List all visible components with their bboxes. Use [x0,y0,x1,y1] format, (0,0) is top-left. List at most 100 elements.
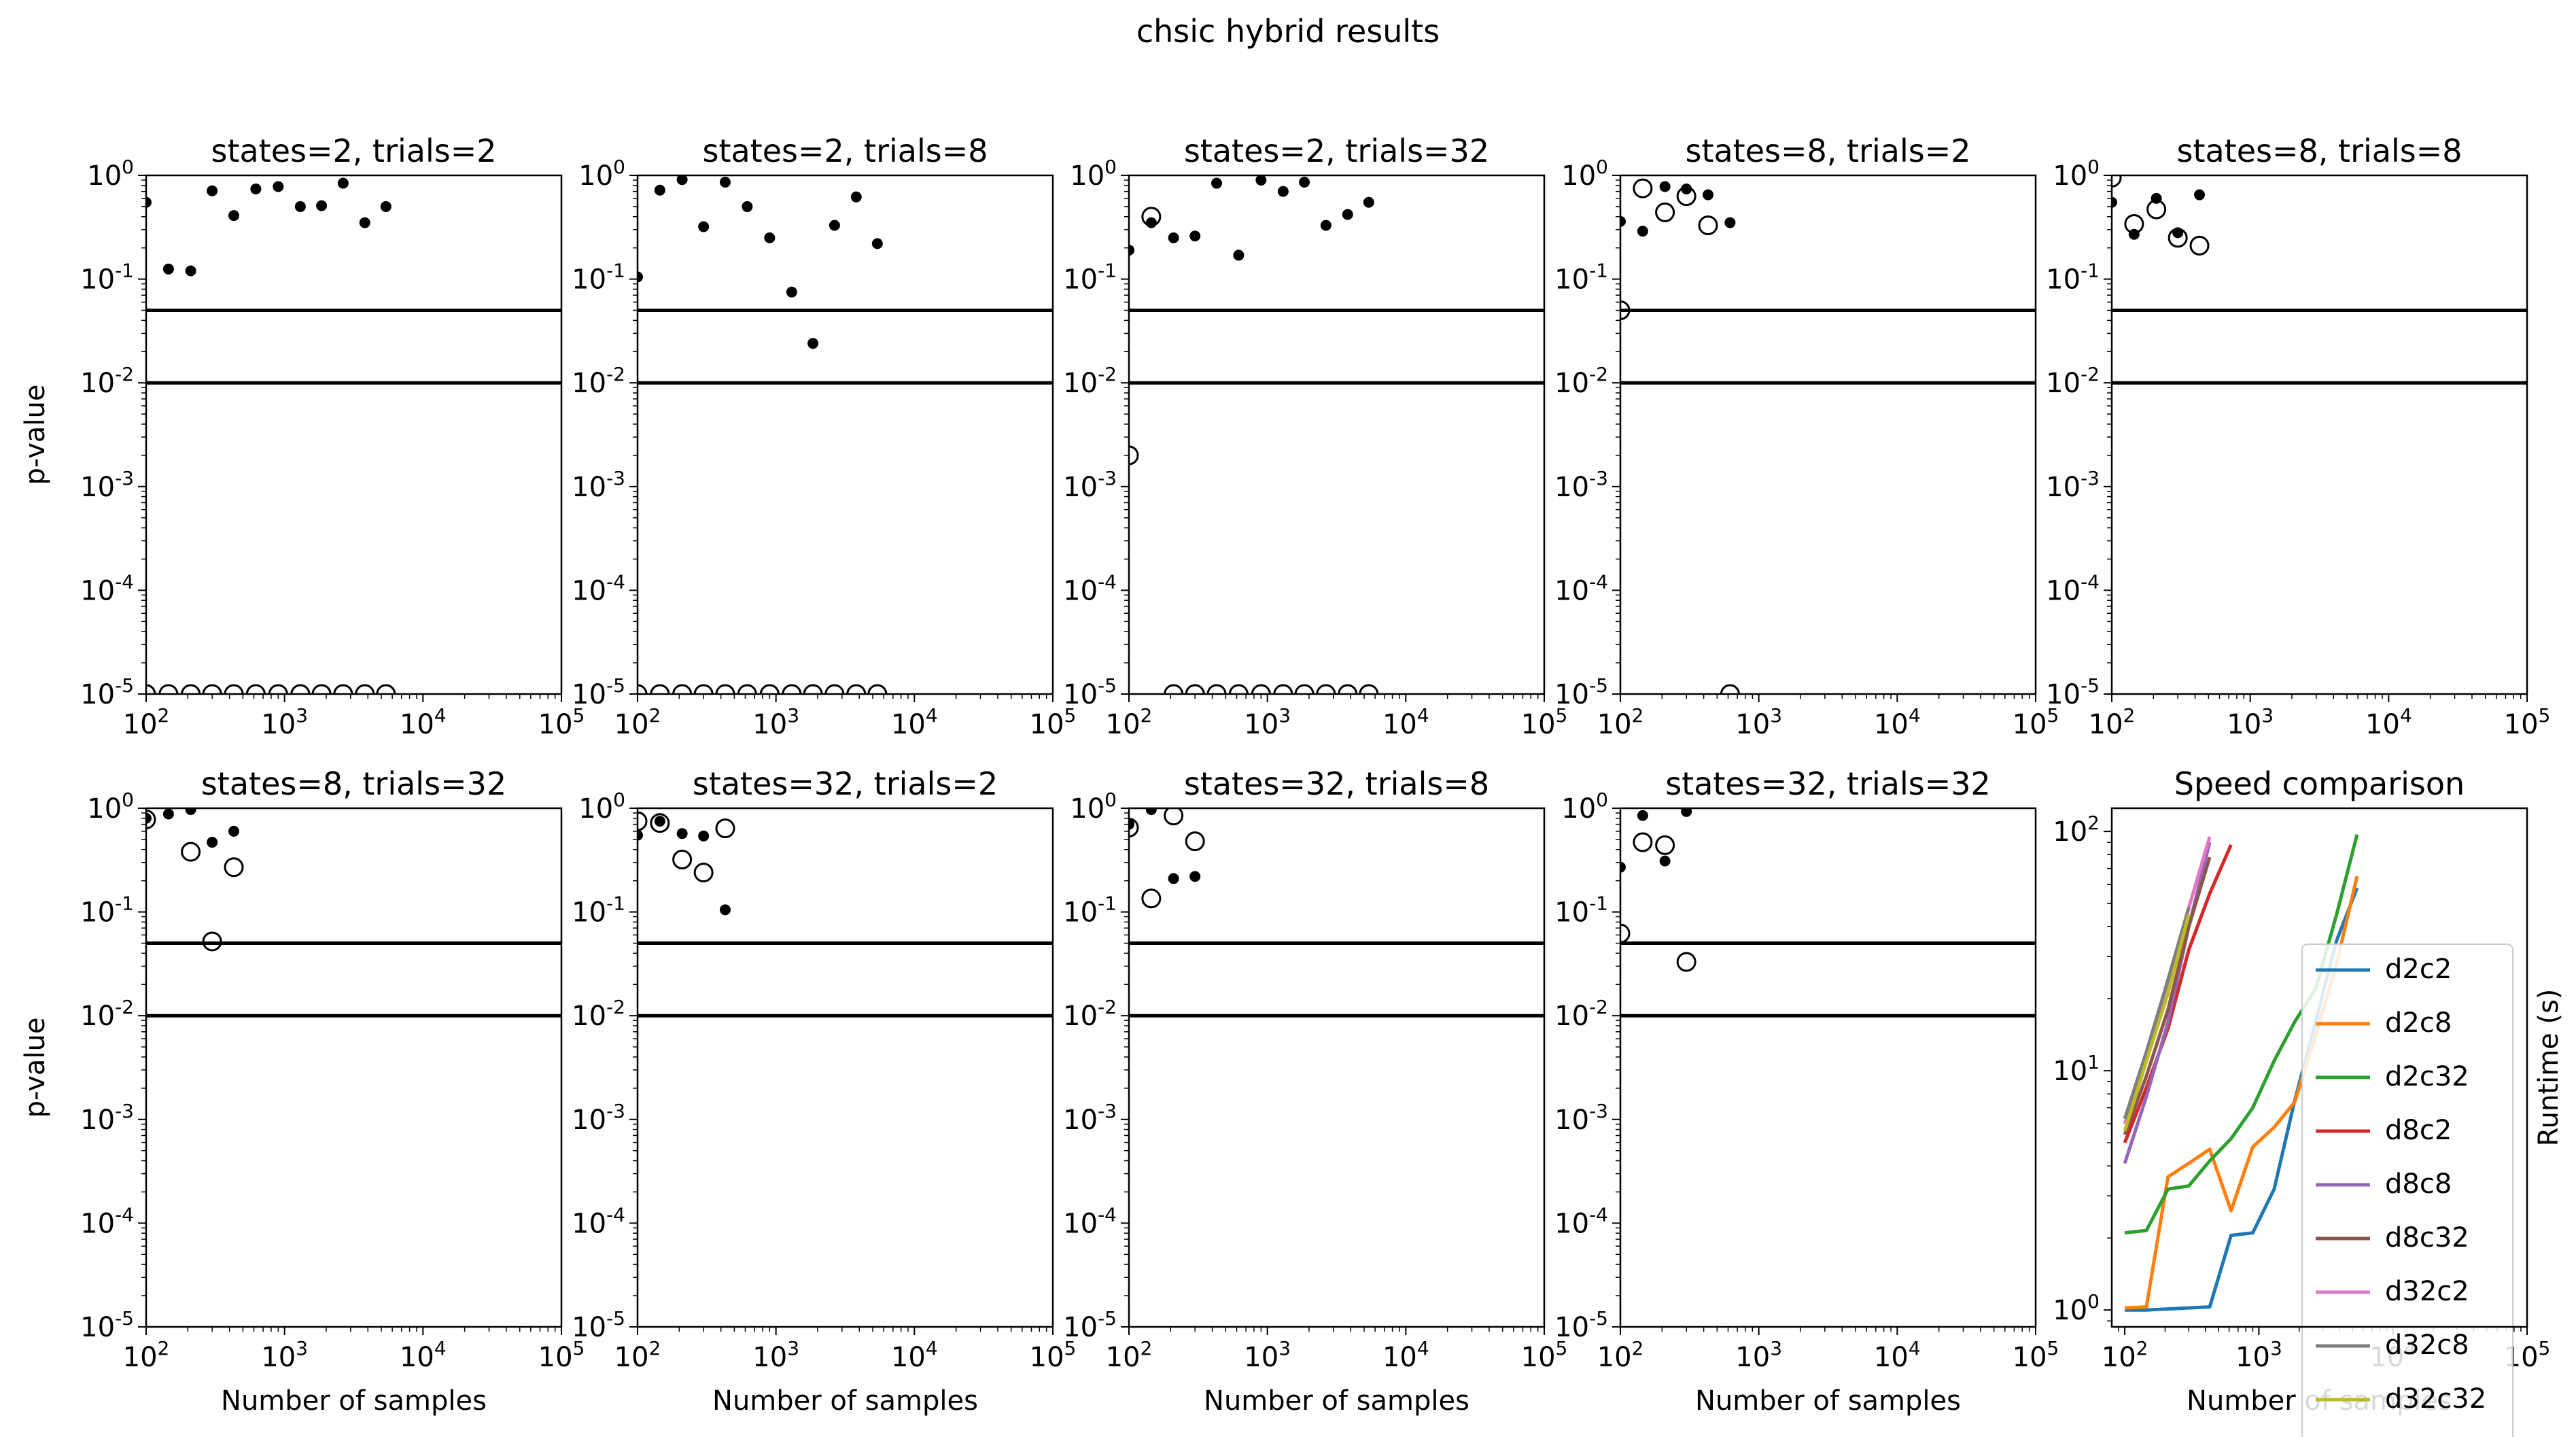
x-tick-label: 102 [1106,1337,1153,1373]
filled-point [1129,818,1134,830]
plot-area [1620,178,2036,694]
series-line-d32c32 [2123,914,2191,1132]
panel-1: states=2, trials=2 102 103 104 105 10-5 10-4 10… [20,133,585,740]
open-point [1129,818,1139,838]
y-tick-label: 10-1 [2046,260,2100,296]
y-tick-label: 100 [87,789,134,825]
open-point [355,684,375,694]
open-point [737,684,757,694]
panel-title: states=2, trials=8 [702,133,988,169]
open-point [715,818,735,839]
open-point [824,684,845,694]
filled-point [228,210,240,222]
open-point [803,684,823,694]
x-tick-label: 103 [1244,704,1291,740]
y-tick-label: 10-4 [1063,570,1117,606]
x-tick-label: 103 [261,704,308,740]
y-tick-label: 10-2 [1063,996,1117,1032]
legend-box [2301,943,2513,1437]
x-tick-label: 102 [614,1337,661,1373]
x-tick-label: 104 [2365,704,2412,740]
y-tick-label: 100 [578,156,625,192]
y-tick-label: 10-5 [1063,674,1117,710]
y-tick-label: 10-2 [80,363,134,399]
panel-5: states=8, trials=8 102 103 104 105 10-5 10-4 10… [2046,133,2550,740]
x-tick-label: 103 [2227,704,2274,740]
filled-point [1681,808,1692,817]
x-tick-label: 102 [123,704,170,740]
panel-8: states=32, trials=8 102 103 104 105 10-5 10-4 1… [1063,765,1567,1417]
x-tick-label: 102 [1106,704,1153,740]
panel-6: states=8, trials=32 102 103 104 105 10-5 10-4 1… [20,765,585,1417]
filled-point [146,812,152,824]
x-axis-label: Number of samples [712,1385,978,1417]
plot-area [1620,808,2036,1018]
x-tick-label: 103 [1735,1337,1782,1373]
filled-point [676,175,688,186]
open-point [1185,684,1205,694]
y-tick-label: 100 [87,156,134,192]
open-point [650,684,670,694]
open-point [1294,684,1315,694]
open-point [1228,684,1249,694]
x-tick-label: 105 [2013,704,2059,740]
y-tick-label: 10-3 [572,1100,625,1136]
open-point [1185,831,1205,852]
x-tick-label: 104 [891,704,938,740]
open-point [1676,186,1696,207]
x-axis-label: Number of samples [1695,1385,1961,1417]
filled-point [316,200,328,211]
open-point [782,684,802,694]
x-axis-label: Number of samples [1204,1385,1469,1417]
panel-10: Speed comparison102103104105100101102Num… [2053,765,2564,1437]
plot-area [638,811,1053,1018]
y-axis-label: p-value [20,1017,51,1118]
legend-label: d2c2 [2385,954,2452,985]
x-tick-label: 103 [752,704,799,740]
filled-point [1168,232,1179,243]
open-point [202,931,222,952]
filled-point [850,191,862,203]
filled-point [162,263,174,275]
x-tick-label: 105 [538,1337,585,1373]
open-point [1620,300,1631,321]
filled-point [228,825,240,837]
open-point [311,684,332,694]
open-point [224,684,244,694]
panel-7: states=32, trials=2 102 103 104 105 10-5 10-4 1… [572,765,1076,1417]
filled-point [1659,855,1671,867]
open-point [650,813,670,833]
y-tick-label: 10-3 [1554,467,1608,503]
open-point [1655,202,1675,222]
filled-point [720,904,731,916]
open-point [1164,684,1184,694]
plot-area [146,808,561,1018]
y-tick-label: 10-5 [80,1307,134,1343]
y-tick-label: 10-5 [572,1307,625,1343]
y-tick-label: 100 [2053,156,2100,192]
filled-point [1189,230,1201,242]
x-tick-label: 105 [538,704,585,740]
filled-point [1620,215,1626,227]
filled-point [807,338,819,349]
filled-point [380,201,391,212]
y-tick-label: 10-4 [80,570,134,606]
filled-point [162,808,174,820]
y-tick-label: 10-5 [1063,1307,1117,1343]
plot-area [1129,808,1544,1018]
open-point [181,842,201,862]
filled-point [294,201,306,212]
panel-2: states=2, trials=8 102 103 104 105 10-5 10-4 10… [572,133,1076,740]
open-point [2189,235,2210,256]
x-tick-label: 104 [400,1337,447,1373]
open-point [2146,199,2167,220]
x-tick-label: 102 [614,704,661,740]
panel-title: states=32, trials=8 [1184,765,1489,802]
series-line-d8c8 [2123,842,2212,1164]
axes-frame [2110,807,2528,1328]
x-tick-label: 105 [1030,1337,1077,1373]
series-line-d32c8 [2123,907,2191,1120]
y-tick-label: 102 [2053,812,2100,848]
filled-point [337,177,349,189]
filled-point [1233,249,1245,261]
